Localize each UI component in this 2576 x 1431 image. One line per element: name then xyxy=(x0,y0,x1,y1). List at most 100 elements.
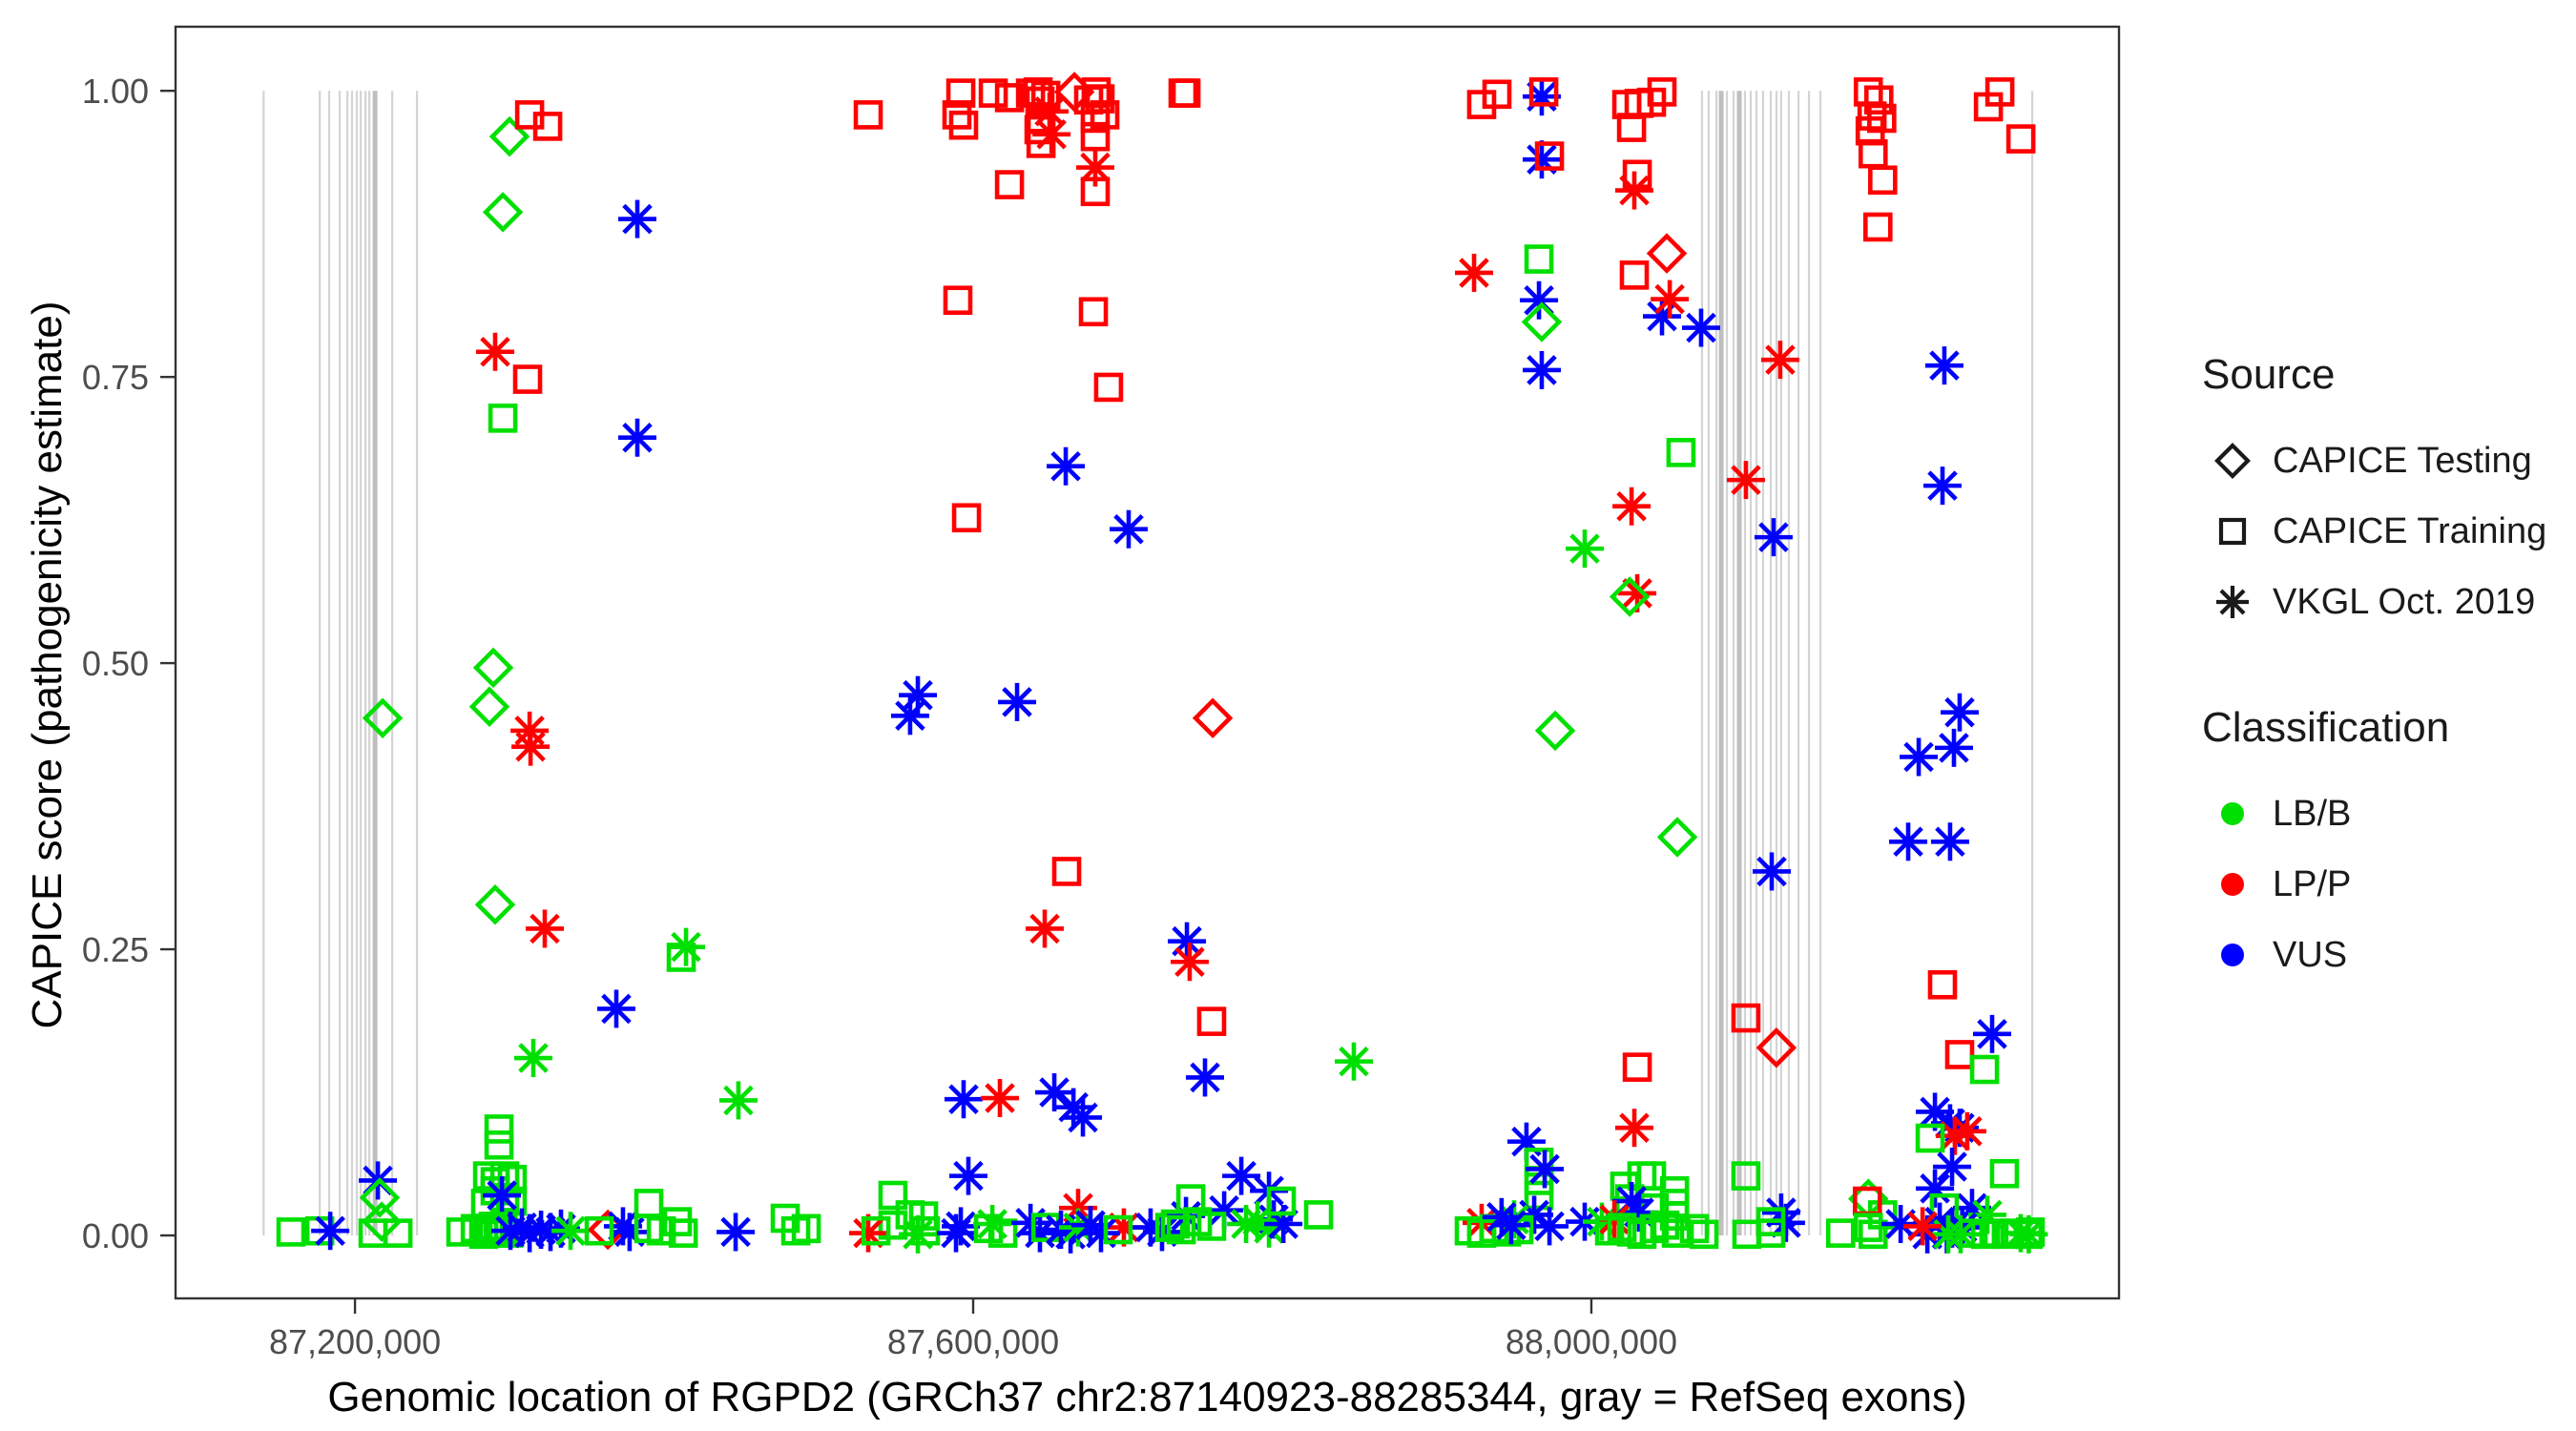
point-square-lb xyxy=(634,1189,664,1218)
point-square-lp xyxy=(1196,1006,1227,1036)
point-square-lb xyxy=(1160,1209,1191,1239)
point-asterisk-vus xyxy=(1524,284,1554,316)
legend-item-label: CAPICE Training xyxy=(2273,510,2547,551)
point-asterisk-vus xyxy=(622,203,653,235)
legend-section-classification: Classification LB/B LP/P VUS xyxy=(2202,704,2574,990)
point-square-lb xyxy=(878,1210,908,1240)
y-tick-label: 0.25 xyxy=(82,930,149,969)
point-diamond-lb xyxy=(474,884,516,925)
point-asterisk-vus xyxy=(1935,826,1965,858)
point-square-lp xyxy=(1026,129,1056,158)
point-square-lb xyxy=(1166,1214,1196,1245)
point-asterisk-lp xyxy=(1619,175,1650,206)
point-asterisk-vus xyxy=(1086,1217,1116,1249)
point-asterisk-vus xyxy=(1135,1212,1166,1243)
point-diamond-lb xyxy=(1521,301,1563,342)
point-asterisk-lp xyxy=(1654,283,1685,315)
legend-item-label: LP/P xyxy=(2273,863,2352,904)
point-asterisk-vus xyxy=(1529,1153,1560,1185)
point-asterisk-lp xyxy=(1907,1211,1938,1242)
legend-dot-icon xyxy=(2221,802,2244,825)
point-square-lb xyxy=(1103,1214,1133,1245)
point-asterisk-vus xyxy=(1939,733,1969,763)
point-asterisk-vus xyxy=(487,1180,517,1211)
plot-legend: Source CAPICE Testing CAPICE Training VKGL… xyxy=(2202,351,2574,1057)
point-asterisk-lb xyxy=(723,1085,754,1116)
legend-diamond-icon xyxy=(2214,443,2251,479)
point-asterisk-vus xyxy=(1893,826,1923,858)
point-square-lb xyxy=(1524,244,1554,274)
legend-title-classification: Classification xyxy=(2202,704,2450,751)
point-asterisk-lp xyxy=(1174,946,1205,978)
legend-section-source: Source CAPICE Testing CAPICE Training VKGL… xyxy=(2202,351,2574,637)
legend-square-icon xyxy=(2218,517,2247,546)
point-asterisk-lp xyxy=(1731,465,1761,495)
point-asterisk-vus xyxy=(1944,696,1975,728)
point-square-lp xyxy=(1093,372,1124,403)
legend-swatch xyxy=(2202,506,2263,557)
point-asterisk-vus xyxy=(1113,513,1144,545)
y-tick-label: 0.00 xyxy=(82,1216,149,1255)
point-asterisk-vus xyxy=(1050,450,1081,482)
point-asterisk-vus xyxy=(1209,1194,1239,1226)
point-square-lb xyxy=(1266,1186,1297,1216)
x-tick-label: 87,600,000 xyxy=(887,1322,1059,1361)
point-asterisk-lp xyxy=(1080,152,1111,183)
point-diamond-lb xyxy=(472,647,514,689)
point-asterisk-vus xyxy=(315,1215,345,1246)
point-square-lb xyxy=(489,1183,520,1213)
point-asterisk-lb xyxy=(903,1219,933,1250)
point-square-lp xyxy=(948,110,979,140)
point-square-lp xyxy=(1619,260,1650,290)
point-square-lb xyxy=(1915,1123,1945,1153)
point-asterisk-vus xyxy=(601,993,632,1025)
point-asterisk-lp xyxy=(1619,1112,1650,1143)
point-square-lb xyxy=(910,1215,941,1246)
point-square-lb xyxy=(488,404,518,433)
point-square-lp xyxy=(1868,165,1898,196)
point-square-lp xyxy=(1616,113,1647,142)
point-square-lp xyxy=(1078,297,1109,327)
point-square-lb xyxy=(1196,1212,1227,1241)
point-asterisk-lp xyxy=(853,1217,883,1249)
point-square-lb xyxy=(1636,1161,1667,1191)
point-square-lp xyxy=(1482,79,1512,110)
point-square-lp xyxy=(512,364,543,394)
legend-item-lp-p: LP/P xyxy=(2202,849,2574,920)
x-tick-label: 88,000,000 xyxy=(1506,1322,1677,1361)
point-asterisk-vus xyxy=(1937,1151,1967,1182)
point-asterisk-lb xyxy=(1231,1209,1261,1239)
point-square-lp xyxy=(1085,84,1115,114)
point-asterisk-vus xyxy=(1920,1096,1950,1128)
point-square-lb xyxy=(1666,438,1696,467)
point-asterisk-vus xyxy=(1686,312,1716,343)
point-asterisk-lb xyxy=(1569,533,1600,564)
point-asterisk-lp xyxy=(480,336,510,367)
point-square-lb xyxy=(878,1180,908,1211)
point-square-lb xyxy=(1679,1213,1710,1244)
point-asterisk-lp xyxy=(1622,578,1652,609)
legend-item-label: VKGL Oct. 2019 xyxy=(2273,581,2536,622)
point-asterisk-vus xyxy=(945,1211,976,1242)
legend-dot-icon xyxy=(2221,873,2244,896)
point-square-lp xyxy=(1863,85,1894,115)
point-square-lb xyxy=(383,1218,413,1248)
point-asterisk-lp xyxy=(1765,344,1796,375)
point-asterisk-vus xyxy=(895,700,925,732)
legend-item-label: VUS xyxy=(2273,934,2348,975)
point-asterisk-lp xyxy=(1952,1116,1983,1147)
legend-swatch xyxy=(2202,435,2263,487)
point-square-lp xyxy=(1534,141,1565,171)
point-square-lp xyxy=(1171,78,1201,108)
point-asterisk-vus xyxy=(614,1216,645,1248)
legend-dot-icon xyxy=(2221,944,2244,966)
point-asterisk-vus xyxy=(1977,1019,2007,1049)
legend-item-vus: VUS xyxy=(2202,920,2574,990)
point-asterisk-vus xyxy=(1771,1208,1801,1238)
point-asterisk-vus xyxy=(1226,1160,1257,1192)
point-asterisk-lp xyxy=(515,731,546,762)
point-asterisk-vus xyxy=(1039,1077,1070,1108)
point-asterisk-vus xyxy=(1002,687,1032,717)
